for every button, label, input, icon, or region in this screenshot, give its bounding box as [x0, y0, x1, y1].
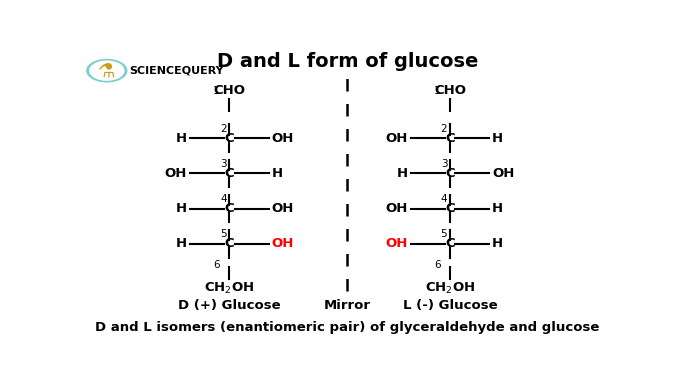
Text: 3: 3 [220, 159, 226, 169]
Text: D (+) Glucose: D (+) Glucose [178, 299, 281, 312]
Text: 4: 4 [220, 194, 226, 204]
Text: OH: OH [271, 131, 294, 145]
Text: 3: 3 [441, 159, 447, 169]
Text: CH$_2$OH: CH$_2$OH [204, 280, 254, 296]
Circle shape [87, 59, 127, 82]
Text: OH: OH [386, 202, 408, 215]
Text: H: H [397, 167, 408, 180]
Text: H: H [492, 202, 503, 215]
Text: OH: OH [271, 202, 294, 215]
Text: CH$_2$OH: CH$_2$OH [425, 280, 475, 296]
Text: L (-) Glucose: L (-) Glucose [403, 299, 497, 312]
Text: Mirror: Mirror [324, 299, 371, 312]
Text: C: C [445, 167, 455, 180]
Text: ⚗: ⚗ [98, 61, 115, 80]
Text: SCIENCEQUERY: SCIENCEQUERY [129, 66, 224, 76]
Text: D and L isomers (enantiomeric pair) of glyceraldehyde and glucose: D and L isomers (enantiomeric pair) of g… [96, 322, 599, 335]
Text: 2: 2 [220, 124, 226, 134]
Text: D and L form of glucose: D and L form of glucose [217, 52, 478, 71]
Text: 1: 1 [213, 86, 220, 96]
Text: OH: OH [271, 237, 294, 250]
Text: OH: OH [386, 237, 408, 250]
Text: C: C [224, 131, 234, 145]
Text: H: H [176, 237, 187, 250]
Text: 6: 6 [434, 260, 441, 270]
Text: OH: OH [165, 167, 187, 180]
Text: H: H [176, 202, 187, 215]
Text: H: H [176, 131, 187, 145]
Text: 2: 2 [441, 124, 447, 134]
Text: H: H [492, 237, 503, 250]
Text: 5: 5 [441, 229, 447, 239]
Text: OH: OH [386, 131, 408, 145]
Text: CHO: CHO [434, 84, 466, 97]
Text: 1: 1 [434, 86, 441, 96]
Text: 4: 4 [441, 194, 447, 204]
Text: C: C [224, 167, 234, 180]
Text: 5: 5 [220, 229, 226, 239]
Text: OH: OH [492, 167, 515, 180]
Text: C: C [445, 131, 455, 145]
Text: C: C [445, 237, 455, 250]
Text: H: H [492, 131, 503, 145]
Text: C: C [224, 237, 234, 250]
Circle shape [90, 61, 124, 80]
Text: CHO: CHO [214, 84, 245, 97]
Text: C: C [224, 202, 234, 215]
Text: H: H [271, 167, 283, 180]
Text: 6: 6 [213, 260, 220, 270]
Text: C: C [445, 202, 455, 215]
